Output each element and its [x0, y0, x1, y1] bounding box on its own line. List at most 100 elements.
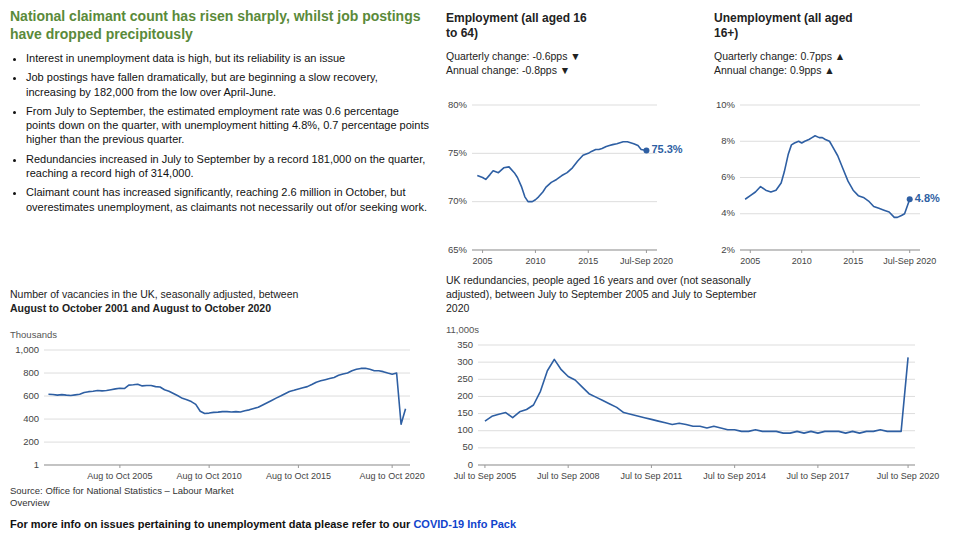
x-tick-label: Jul to Sep 2017	[787, 471, 850, 481]
x-axis-line	[478, 465, 915, 466]
x-tick	[801, 250, 802, 253]
text-line: 11,000s	[446, 324, 479, 335]
footer-text: For more info on issues pertaining to un…	[10, 518, 413, 530]
plot-area	[477, 142, 649, 202]
grid-line	[740, 213, 920, 214]
y-tick-label: 250	[457, 373, 473, 384]
annotation: Quarterly change: -0.6pps ▼	[446, 50, 581, 62]
y-tick-label: 2%	[721, 244, 735, 255]
data-line	[485, 357, 908, 433]
text-line: Unemployment (all aged	[714, 11, 853, 25]
x-tick-label: 2015	[578, 256, 598, 266]
grid-line	[44, 396, 410, 397]
text-line: Annual change: -0.8pps ▼	[446, 64, 570, 76]
text-line: Thousands	[10, 329, 57, 340]
x-tick	[908, 465, 909, 468]
y-tick-label: 300	[457, 356, 473, 367]
text-line: Source: Office for National Statistics –…	[10, 485, 234, 496]
x-tick	[209, 465, 210, 468]
grid-line	[478, 447, 915, 448]
chart: Unemployment (all aged16+) Quarterly chan…	[714, 11, 940, 266]
grid-line	[44, 350, 410, 351]
grid-line	[478, 465, 915, 466]
text-line: Number of vacancies in the UK, seasonall…	[10, 288, 298, 300]
grid-line	[740, 177, 920, 178]
grid-line	[478, 345, 915, 346]
bullet-point: From July to September, the estimated em…	[26, 104, 430, 147]
y-tick-label: 70%	[448, 195, 468, 206]
y-tick-label: 350	[457, 339, 473, 350]
grid-line	[478, 396, 915, 397]
x-tick-label: Jul to Sep 2008	[537, 471, 600, 481]
y-tick-label: 150	[457, 407, 473, 418]
x-tick-label: Aug to Oct 2010	[177, 471, 242, 481]
data-point	[643, 147, 649, 153]
text-line: Annual change: 0.9pps ▲	[714, 64, 835, 76]
y-tick-label: 75%	[448, 147, 468, 158]
y-tick-label: 10%	[716, 99, 736, 110]
y-tick-label: 1	[34, 459, 39, 470]
chart-title: Unemployment (all aged16+)	[714, 11, 853, 40]
y-tick-label: 800	[23, 367, 39, 378]
chart-subtitle: August to October 2001 and August to Oct…	[10, 302, 271, 314]
page-title: National claimant count has risen sharpl…	[10, 8, 430, 43]
y-tick-label: 6%	[721, 171, 735, 182]
x-tick	[568, 465, 569, 468]
y-tick-label: 4%	[721, 207, 735, 218]
plot-area	[48, 368, 405, 424]
x-tick-label: 2005	[473, 256, 493, 266]
text-line: Employment (all aged 16	[446, 11, 587, 25]
footer-link: COVID-19 Info Pack	[413, 518, 517, 530]
y-tick-label: 100	[457, 424, 473, 435]
x-tick	[817, 465, 818, 468]
x-tick-label: 2005	[740, 256, 760, 266]
y-tick-label: 80%	[448, 99, 468, 110]
text-line: 2020	[446, 302, 470, 314]
x-tick	[482, 250, 483, 253]
annotation: Quarterly change: 0.7pps ▲	[714, 50, 845, 62]
x-tick	[853, 250, 854, 253]
chart: UK redundancies, people aged 16 years an…	[446, 274, 939, 481]
y-axis-label: Thousands	[10, 329, 57, 340]
bullet-point: Claimant count has increased significant…	[26, 185, 430, 214]
text-line: Quarterly change: -0.6pps ▼	[446, 50, 581, 62]
grid-line	[740, 105, 920, 106]
x-tick-label: Jul-Sep 2020	[620, 256, 673, 266]
footer: For more info on issues pertaining to un…	[10, 518, 517, 530]
grid-line	[44, 442, 410, 443]
x-tick	[588, 250, 589, 253]
data-point	[907, 196, 913, 202]
data-label: 75.3%	[651, 143, 682, 155]
plot-area	[745, 136, 913, 218]
text-line: to 64)	[446, 26, 478, 40]
x-tick-label: Aug to Oct 2015	[266, 471, 331, 481]
grid-line	[472, 201, 657, 202]
y-tick-label: 200	[23, 436, 39, 447]
x-tick-label: Aug to Oct 2005	[87, 471, 152, 481]
y-tick-label: 0	[468, 459, 473, 470]
data-line	[48, 368, 405, 424]
x-tick	[392, 465, 393, 468]
annotation: Annual change: -0.8pps ▼	[446, 64, 570, 76]
grid-line	[44, 373, 410, 374]
x-axis-line	[740, 250, 920, 251]
data-line	[477, 142, 646, 202]
grid-line	[44, 419, 410, 420]
y-tick-label: 65%	[448, 244, 468, 255]
grid-line	[478, 362, 915, 363]
text-line: Quarterly change: 0.7pps ▲	[714, 50, 845, 62]
data-label: 4.8%	[915, 192, 940, 204]
x-tick-label: Aug to Oct 2020	[360, 471, 425, 481]
grid-line	[472, 250, 657, 251]
bullet-point: Job postings have fallen dramatically, b…	[26, 70, 430, 99]
x-tick-label: 2015	[843, 256, 863, 266]
annotation: Annual change: 0.9pps ▲	[714, 64, 835, 76]
x-axis-line	[472, 250, 657, 251]
chart-title: UK redundancies, people aged 16 years an…	[446, 274, 757, 314]
x-tick	[734, 465, 735, 468]
data-line	[745, 136, 910, 218]
grid-line	[44, 465, 410, 466]
grid-line	[740, 250, 920, 251]
x-tick	[119, 465, 120, 468]
text-panel: National claimant count has risen sharpl…	[10, 8, 430, 219]
